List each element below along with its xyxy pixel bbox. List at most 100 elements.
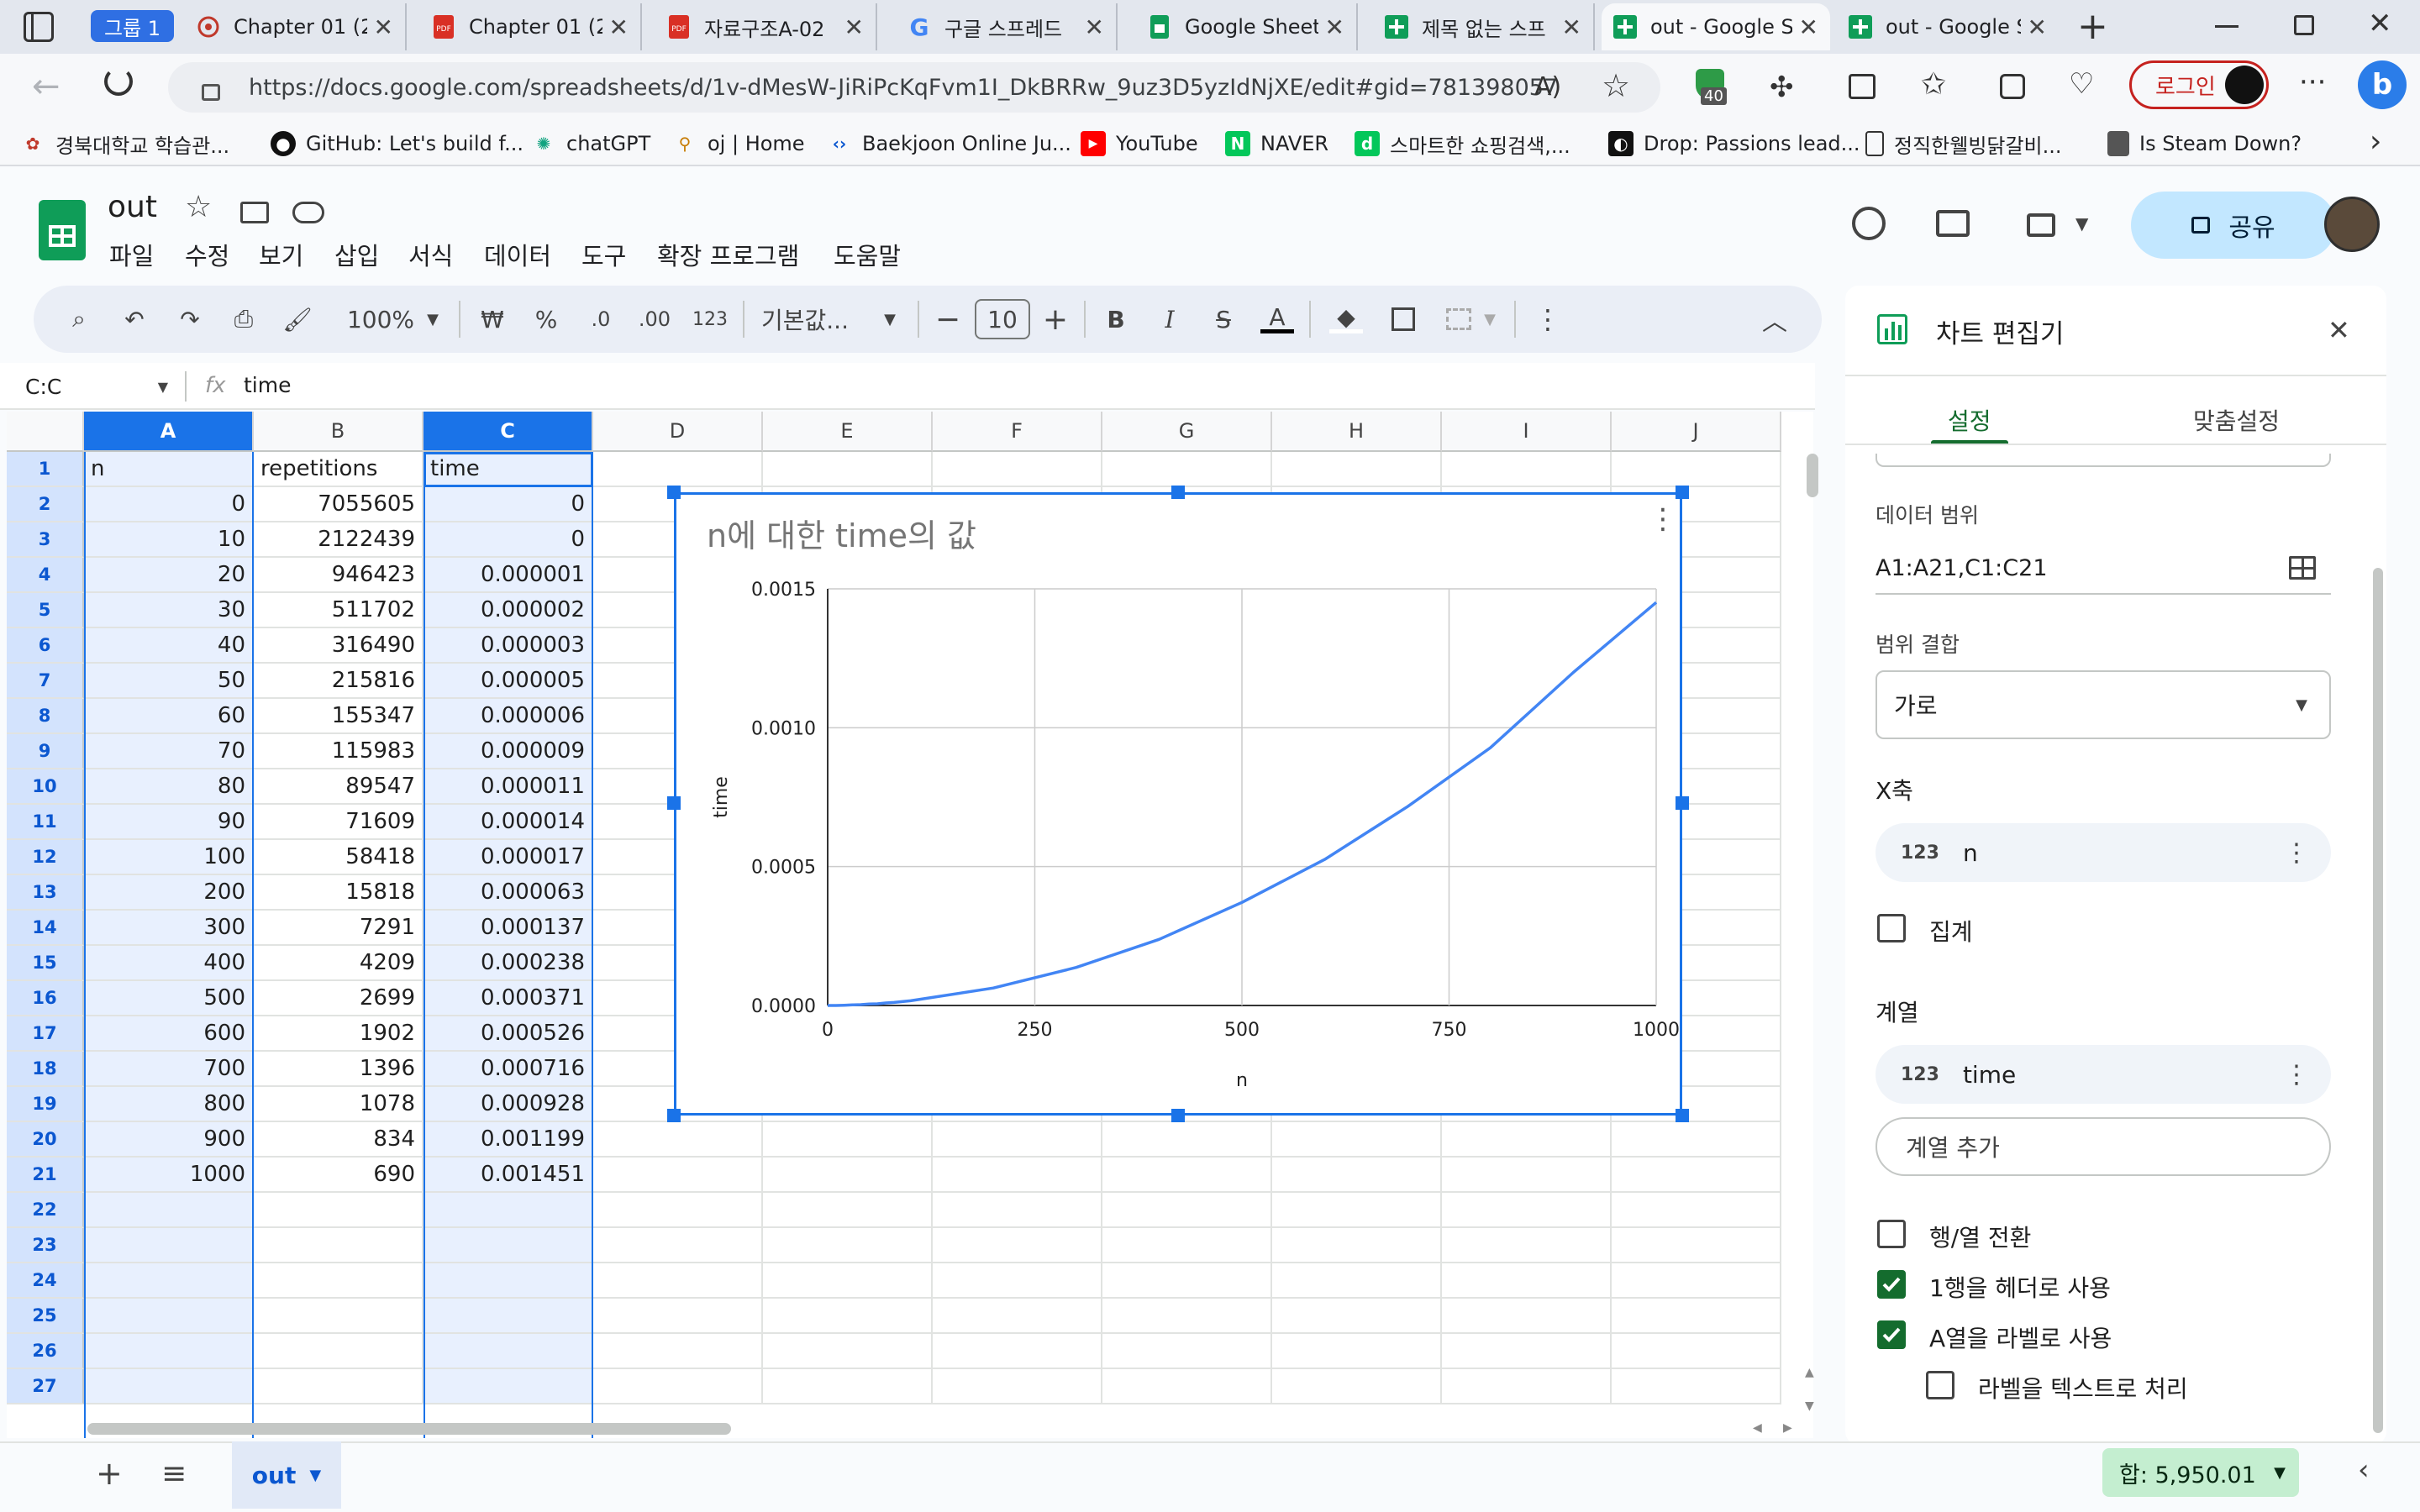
login-button[interactable]: 로그인: [2129, 60, 2269, 109]
cell[interactable]: [763, 1263, 933, 1299]
bookmark-item[interactable]: ◐ Drop: Passions lead...: [1608, 128, 1860, 160]
cell[interactable]: [1102, 1334, 1272, 1369]
column-header[interactable]: D: [593, 412, 763, 452]
cell[interactable]: [254, 1299, 424, 1334]
menu-extensions[interactable]: 확장 프로그램: [657, 242, 800, 270]
row-header[interactable]: 7: [7, 664, 84, 699]
data-range-input[interactable]: A1:A21,C1:C21: [1876, 543, 2331, 595]
browser-tab[interactable]: Google Sheets ✕: [1136, 3, 1358, 50]
resize-handle[interactable]: [667, 1109, 681, 1122]
scroll-right-icon[interactable]: ▶: [1783, 1421, 1792, 1435]
cell[interactable]: [1442, 1369, 1612, 1404]
cell[interactable]: [1612, 1122, 1781, 1158]
cell[interactable]: [763, 1369, 933, 1404]
cell[interactable]: 0.000005: [424, 664, 593, 699]
cell[interactable]: 1000: [84, 1158, 254, 1193]
row-header[interactable]: 11: [7, 805, 84, 840]
read-aloud-icon[interactable]: A): [1534, 72, 1562, 102]
cell[interactable]: [1612, 1369, 1781, 1404]
cell[interactable]: 215816: [254, 664, 424, 699]
cell[interactable]: 7055605: [254, 487, 424, 522]
cell[interactable]: [933, 452, 1102, 487]
cell[interactable]: [1612, 734, 1781, 769]
row-header[interactable]: 10: [7, 769, 84, 805]
health-icon[interactable]: ♡: [2069, 67, 2095, 101]
menu-tools[interactable]: 도구: [581, 242, 627, 270]
browser-tab[interactable]: PDF Chapter 01 (2) ✕: [420, 3, 642, 50]
comments-icon[interactable]: [1936, 210, 1970, 237]
cell[interactable]: 40: [84, 628, 254, 664]
close-icon[interactable]: ✕: [2027, 13, 2047, 41]
grid-select-icon[interactable]: [2289, 556, 2316, 580]
cell[interactable]: 58418: [254, 840, 424, 875]
column-header[interactable]: A: [84, 412, 254, 452]
more-vert-icon[interactable]: ⋮: [2284, 1059, 2309, 1089]
row-header[interactable]: 19: [7, 1087, 84, 1122]
cell[interactable]: [1272, 1193, 1442, 1228]
cell[interactable]: [933, 1334, 1102, 1369]
cell[interactable]: [254, 1334, 424, 1369]
bookmark-item[interactable]: ‹› Baekjoon Online Ju...: [827, 128, 1071, 160]
cell[interactable]: [933, 1228, 1102, 1263]
cell[interactable]: [1442, 1263, 1612, 1299]
cell[interactable]: [1442, 1122, 1612, 1158]
resize-handle[interactable]: [1676, 796, 1689, 810]
more-vert-icon[interactable]: ⋮: [2284, 837, 2309, 868]
collections-icon[interactable]: [2000, 74, 2025, 99]
cell[interactable]: 0.000928: [424, 1087, 593, 1122]
cell[interactable]: 71609: [254, 805, 424, 840]
cell[interactable]: 90: [84, 805, 254, 840]
cell[interactable]: 800: [84, 1087, 254, 1122]
cell[interactable]: [1102, 1299, 1272, 1334]
cell[interactable]: [424, 1263, 593, 1299]
cell[interactable]: 50: [84, 664, 254, 699]
cell[interactable]: [254, 1369, 424, 1404]
row-header[interactable]: 22: [7, 1193, 84, 1228]
scroll-down-icon[interactable]: ▼: [1805, 1399, 1814, 1413]
cell[interactable]: 0.000063: [424, 875, 593, 911]
switch-rows-columns-checkbox[interactable]: [1877, 1220, 1906, 1248]
add-sheet-icon[interactable]: +: [96, 1455, 123, 1492]
cell[interactable]: [1612, 840, 1781, 875]
row-header[interactable]: 2: [7, 487, 84, 522]
all-sheets-icon[interactable]: ≡: [161, 1457, 187, 1491]
cell[interactable]: 0: [84, 487, 254, 522]
favorites-icon[interactable]: ✩: [1921, 67, 1947, 102]
bookmark-item[interactable]: 정직한웰빙닭갈비...: [1865, 128, 2062, 160]
cell[interactable]: [593, 1228, 763, 1263]
scroll-left-icon[interactable]: ◀: [1753, 1421, 1762, 1435]
cell[interactable]: [1612, 699, 1781, 734]
cell[interactable]: n: [84, 452, 254, 487]
cell[interactable]: [763, 1299, 933, 1334]
cell[interactable]: 0.000009: [424, 734, 593, 769]
chart-more-icon[interactable]: ⋮: [1649, 502, 1677, 536]
sheets-logo-icon[interactable]: [39, 200, 86, 260]
search-menus-icon[interactable]: ⌕: [72, 305, 86, 333]
row-header[interactable]: 5: [7, 593, 84, 628]
browser-tab[interactable]: G 구글 스프레드 ✕: [896, 3, 1118, 50]
chevron-down-icon[interactable]: ▼: [884, 310, 896, 328]
use-header-checkbox[interactable]: [1877, 1270, 1906, 1299]
bold-button[interactable]: B: [1107, 305, 1125, 333]
cell[interactable]: [424, 1299, 593, 1334]
name-box[interactable]: C:C ▼: [25, 374, 168, 399]
tab-setup[interactable]: 설정: [1948, 407, 1991, 435]
cell[interactable]: 0.000003: [424, 628, 593, 664]
cell[interactable]: 946423: [254, 558, 424, 593]
close-icon[interactable]: ✕: [373, 13, 393, 41]
cell[interactable]: 80: [84, 769, 254, 805]
cell[interactable]: [1612, 558, 1781, 593]
fill-color-icon[interactable]: ◆: [1328, 296, 1365, 343]
cell[interactable]: 89547: [254, 769, 424, 805]
cell[interactable]: 60: [84, 699, 254, 734]
cell[interactable]: [1612, 1193, 1781, 1228]
merge-cells-icon[interactable]: [1440, 296, 1477, 343]
cell[interactable]: [1272, 1299, 1442, 1334]
account-avatar[interactable]: [2324, 197, 2380, 252]
row-header[interactable]: 3: [7, 522, 84, 558]
browser-tab[interactable]: out - Google S ✕: [1837, 3, 2059, 50]
cell[interactable]: 600: [84, 1016, 254, 1052]
cell[interactable]: [1612, 664, 1781, 699]
close-icon[interactable]: ✕: [2328, 314, 2350, 346]
cell[interactable]: [1612, 769, 1781, 805]
